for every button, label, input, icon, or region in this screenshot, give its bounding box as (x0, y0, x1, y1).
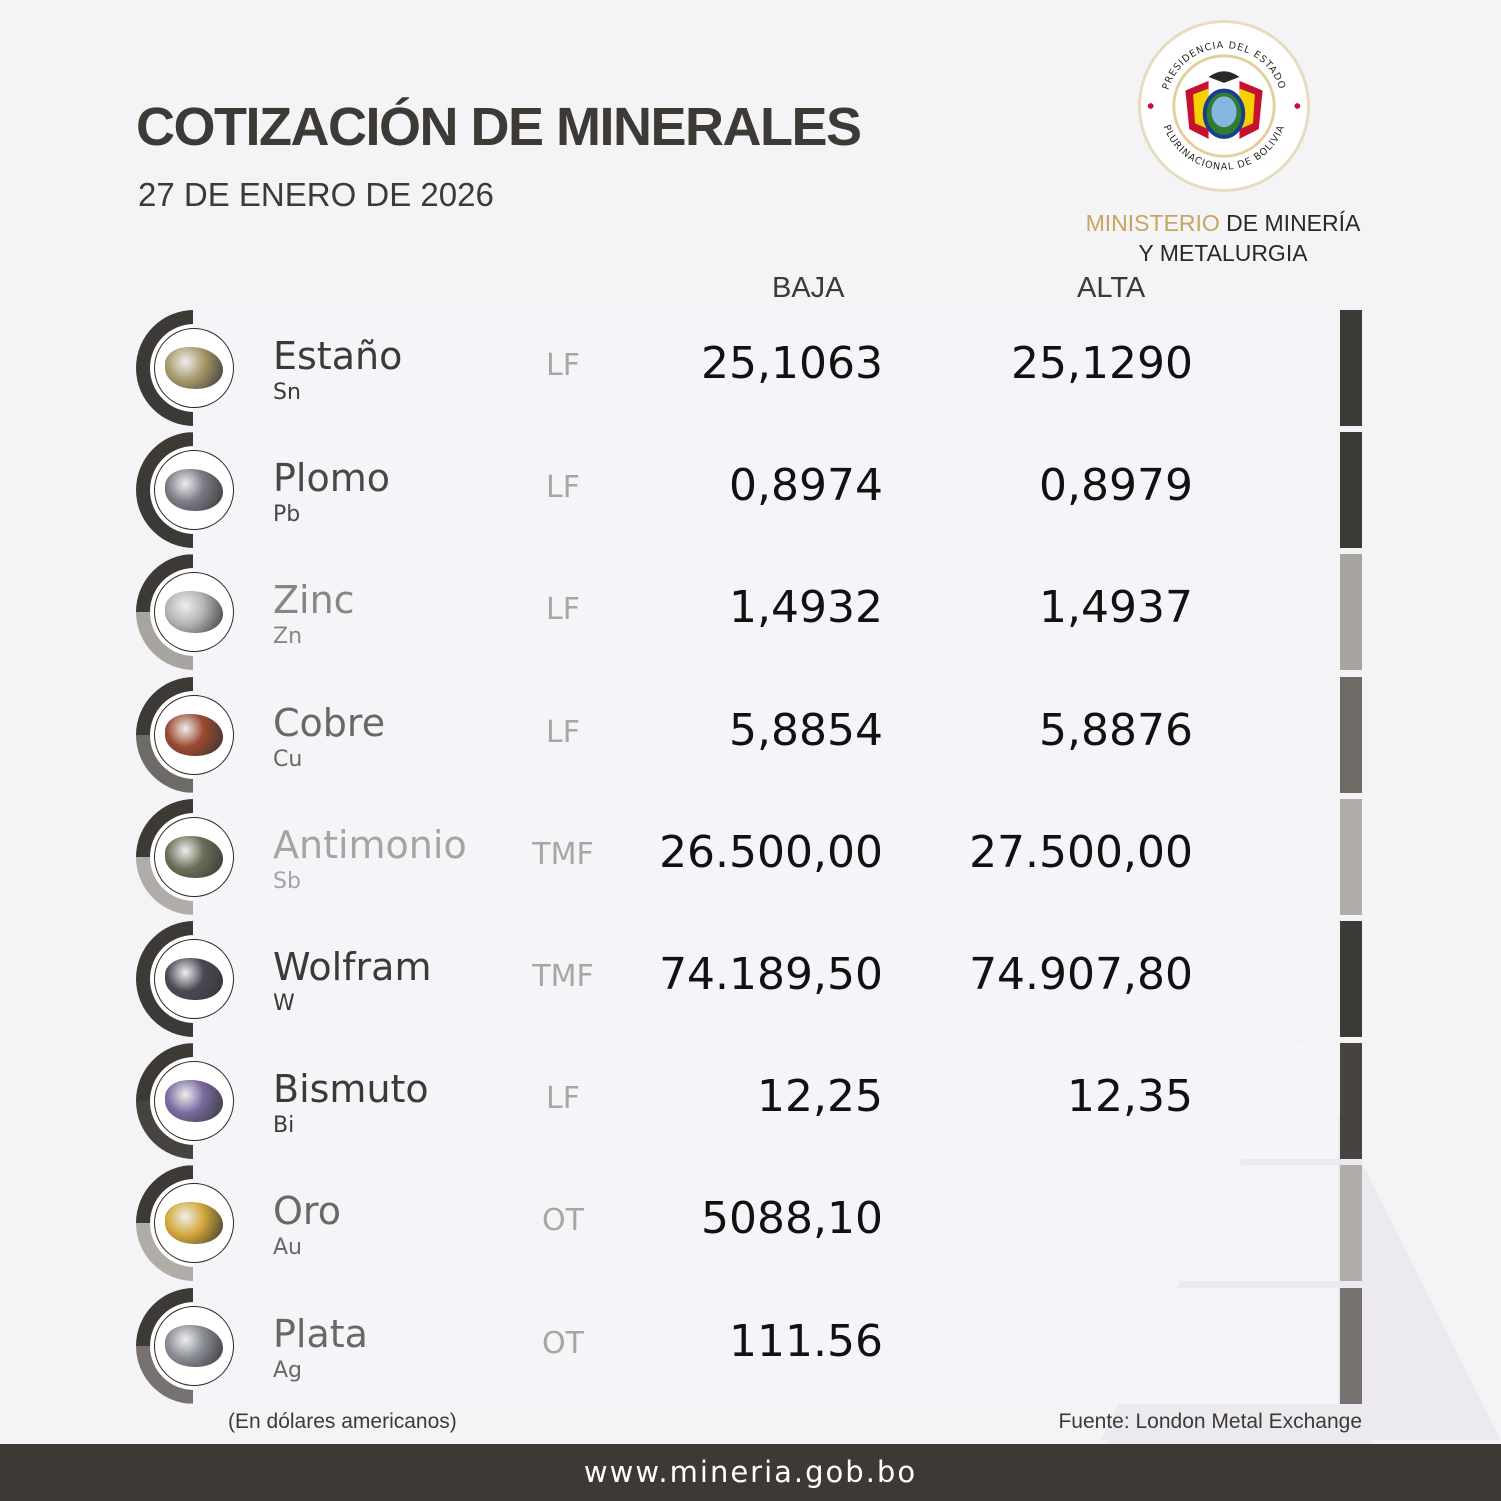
price-baja: 26.500,00 (659, 826, 883, 878)
website-link[interactable]: www.mineria.gob.bo (583, 1455, 918, 1489)
page-title: COTIZACIÓN DE MINERALES (136, 97, 862, 157)
mineral-rock-icon (165, 591, 223, 634)
mineral-symbol: Bi (273, 1113, 295, 1139)
mineral-name: Bismuto (273, 1067, 429, 1112)
mineral-unit: OT (542, 1325, 584, 1361)
mineral-name: Cobre (273, 700, 386, 745)
mineral-rock-icon (165, 1202, 223, 1245)
mineral-image (154, 939, 234, 1019)
row-accent-bar (1340, 1043, 1362, 1160)
bolivia-coat-of-arms-icon: PRESIDENCIA DEL ESTADO PLURINACIONAL DE … (1147, 40, 1301, 173)
mineral-name: Plomo (273, 456, 390, 501)
row-accent-bar (1340, 310, 1362, 426)
mineral-unit: OT (542, 1203, 584, 1239)
ministry-name-line2: Y METALURGIA (1138, 240, 1308, 266)
mineral-rock-icon (165, 958, 223, 1000)
row-accent-bar (1340, 676, 1362, 793)
mineral-symbol: Au (273, 1235, 302, 1261)
footer-bar: www.mineria.gob.bo (0, 1444, 1501, 1501)
mineral-name: Plata (273, 1311, 368, 1356)
mineral-row: Zinc Zn LF 1,4932 1,4937 (193, 554, 1338, 671)
mineral-unit: LF (546, 1081, 580, 1117)
price-baja: 5,8854 (729, 704, 883, 756)
price-baja: 0,8974 (729, 460, 883, 512)
mineral-rock-icon (165, 469, 223, 512)
price-baja: 12,25 (757, 1071, 883, 1123)
source-note: Fuente: London Metal Exchange (1058, 1410, 1362, 1433)
mineral-name: Antimonio (273, 822, 467, 867)
row-accent-bar (1340, 1287, 1362, 1404)
mineral-name: Oro (273, 1189, 341, 1234)
price-alta: 5,8876 (1039, 704, 1193, 756)
mineral-image (154, 328, 234, 408)
mineral-unit: LF (546, 592, 580, 628)
ministry-name: MINISTERIO DE MINERÍA Y METALURGIA (1080, 208, 1366, 268)
ministry-name-rest: DE MINERÍA (1219, 210, 1361, 236)
price-baja: 111.56 (729, 1315, 883, 1367)
mineral-row: Bismuto Bi LF 12,25 12,35 (193, 1043, 1338, 1160)
mineral-row: Plomo Pb LF 0,8974 0,8979 (193, 432, 1338, 549)
mineral-image (154, 450, 234, 531)
mineral-image (154, 572, 234, 653)
price-alta: 0,8979 (1039, 460, 1193, 512)
mineral-rock-icon (165, 347, 223, 389)
mineral-symbol: W (273, 991, 295, 1016)
mineral-symbol: Pb (273, 502, 301, 528)
presidency-seal-logo: PRESIDENCIA DEL ESTADO PLURINACIONAL DE … (1138, 20, 1310, 192)
mineral-rock-icon (165, 1080, 223, 1123)
mineral-unit: LF (546, 714, 580, 750)
mineral-unit: LF (546, 470, 580, 506)
mineral-image (154, 694, 234, 775)
price-baja: 74.189,50 (659, 949, 883, 1000)
price-baja: 25,1063 (701, 338, 883, 389)
mineral-name: Zinc (273, 578, 355, 623)
mineral-unit: LF (546, 348, 580, 383)
currency-note: (En dólares americanos) (228, 1410, 457, 1433)
mineral-symbol: Cu (273, 746, 303, 772)
price-alta: 12,35 (1067, 1071, 1193, 1123)
mineral-symbol: Ag (273, 1357, 303, 1383)
ministry-name-gold: MINISTERIO (1085, 210, 1220, 236)
price-alta: 74.907,80 (969, 949, 1193, 1000)
row-accent-bar (1340, 432, 1362, 549)
mineral-image (154, 1183, 234, 1264)
mineral-name: Wolfram (273, 945, 432, 989)
price-alta: 1,4937 (1039, 582, 1193, 634)
mineral-row: Wolfram W TMF 74.189,50 74.907,80 (193, 921, 1338, 1037)
row-accent-bar (1340, 554, 1362, 671)
mineral-row: Estaño Sn LF 25,1063 25,1290 (193, 310, 1338, 426)
column-header-baja: BAJA (772, 272, 845, 304)
column-header-alta: ALTA (1077, 272, 1146, 304)
mineral-row: Plata Ag OT 111.56 (193, 1287, 1338, 1404)
mineral-symbol: Sn (273, 380, 301, 405)
mineral-unit: TMF (532, 836, 594, 872)
mineral-image (154, 1061, 234, 1142)
mineral-symbol: Sb (273, 868, 301, 894)
row-accent-bar (1340, 921, 1362, 1037)
mineral-image (154, 816, 234, 897)
row-accent-bar (1340, 798, 1362, 915)
mineral-row: Cobre Cu LF 5,8854 5,8876 (193, 676, 1338, 793)
mineral-row: Oro Au OT 5088,10 (193, 1165, 1338, 1282)
price-alta: 27.500,00 (969, 826, 1193, 878)
price-baja: 5088,10 (701, 1193, 883, 1245)
price-baja: 1,4932 (729, 582, 883, 634)
mineral-rock-icon (165, 835, 223, 878)
mineral-rock-icon (165, 1324, 223, 1367)
mineral-symbol: Zn (273, 624, 303, 650)
price-alta: 25,1290 (1011, 338, 1193, 389)
mineral-unit: TMF (532, 959, 594, 994)
mineral-rock-icon (165, 713, 223, 756)
row-accent-bar (1340, 1165, 1362, 1282)
mineral-row: Antimonio Sb TMF 26.500,00 27.500,00 (193, 798, 1338, 915)
page-date: 27 DE ENERO DE 2026 (138, 176, 494, 213)
mineral-image (154, 1305, 234, 1386)
mineral-name: Estaño (273, 334, 403, 378)
